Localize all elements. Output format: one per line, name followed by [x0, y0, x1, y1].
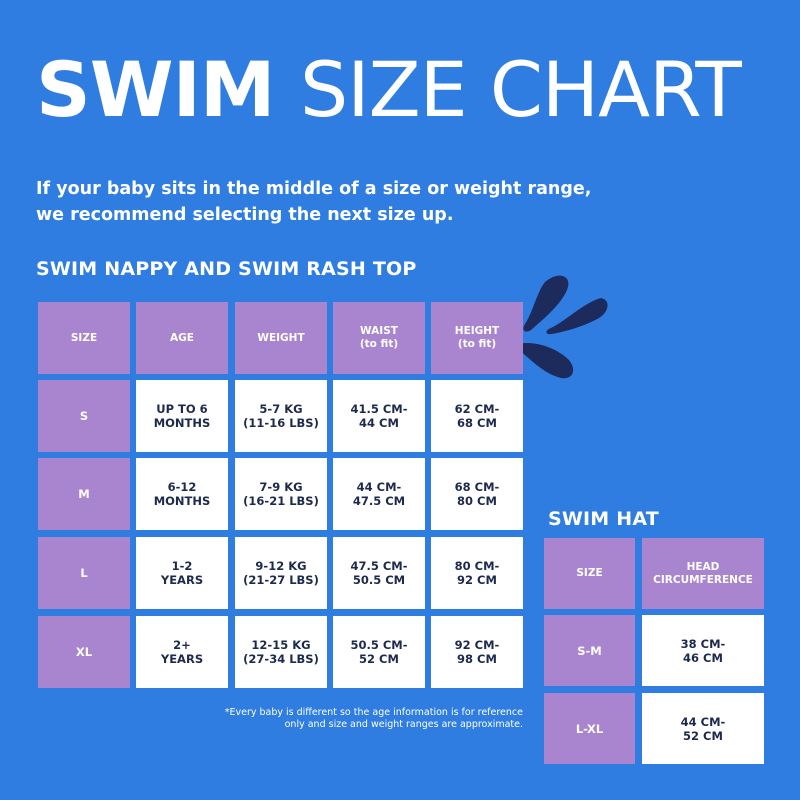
page-title: SWIM SIZE CHART [36, 52, 742, 128]
footnote-line: *Every baby is different so the age info… [224, 707, 523, 718]
hat-size-cell: L-XL [544, 693, 635, 764]
intro-line: we recommend selecting the next size up. [36, 205, 454, 225]
nappy-value-cell: 41.5 CM- 44 CM [333, 380, 425, 452]
nappy-value-cell: 6-12 MONTHS [136, 458, 228, 530]
nappy-value-cell: 7-9 KG (16-21 LBS) [235, 458, 327, 530]
nappy-value-cell: 47.5 CM- 50.5 CM [333, 537, 425, 609]
nappy-header-cell: AGE [136, 302, 228, 374]
nappy-value-cell: 80 CM- 92 CM [431, 537, 523, 609]
nappy-header-cell: SIZE [38, 302, 130, 374]
nappy-value-cell: 12-15 KG (27-34 LBS) [235, 616, 327, 688]
nappy-header-cell: WAIST (to fit) [333, 302, 425, 374]
nappy-value-cell: 9-12 KG (21-27 LBS) [235, 537, 327, 609]
nappy-value-cell: UP TO 6 MONTHS [136, 380, 228, 452]
title-bold: SWIM [36, 45, 275, 134]
footnote-line: only and size and weight ranges are appr… [284, 719, 523, 730]
hat-header-cell: HEAD CIRCUMFERENCE [642, 538, 764, 609]
nappy-size-cell: XL [38, 616, 130, 688]
hat-value-cell: 44 CM- 52 CM [642, 693, 764, 764]
nappy-value-cell: 92 CM- 98 CM [431, 616, 523, 688]
nappy-size-cell: S [38, 380, 130, 452]
nappy-header-cell: WEIGHT [235, 302, 327, 374]
intro-text: If your baby sits in the middle of a siz… [36, 176, 596, 228]
hat-size-cell: S-M [544, 615, 635, 686]
nappy-value-cell: 62 CM- 68 CM [431, 380, 523, 452]
nappy-section-heading: SWIM NAPPY AND SWIM RASH TOP [36, 258, 417, 280]
nappy-value-cell: 1-2 YEARS [136, 537, 228, 609]
hat-value-cell: 38 CM- 46 CM [642, 615, 764, 686]
nappy-value-cell: 68 CM- 80 CM [431, 458, 523, 530]
intro-line: If your baby sits in the middle of a siz… [36, 179, 592, 199]
hat-header-cell: SIZE [544, 538, 635, 609]
title-light: SIZE CHART [299, 45, 742, 134]
water-splash-icon [517, 275, 608, 379]
nappy-size-cell: M [38, 458, 130, 530]
hat-section-heading: SWIM HAT [548, 508, 659, 530]
nappy-value-cell: 5-7 KG (11-16 LBS) [235, 380, 327, 452]
nappy-value-cell: 44 CM- 47.5 CM [333, 458, 425, 530]
nappy-value-cell: 50.5 CM- 52 CM [333, 616, 425, 688]
nappy-size-cell: L [38, 537, 130, 609]
footnote: *Every baby is different so the age info… [150, 707, 523, 731]
nappy-header-cell: HEIGHT (to fit) [431, 302, 523, 374]
nappy-value-cell: 2+ YEARS [136, 616, 228, 688]
